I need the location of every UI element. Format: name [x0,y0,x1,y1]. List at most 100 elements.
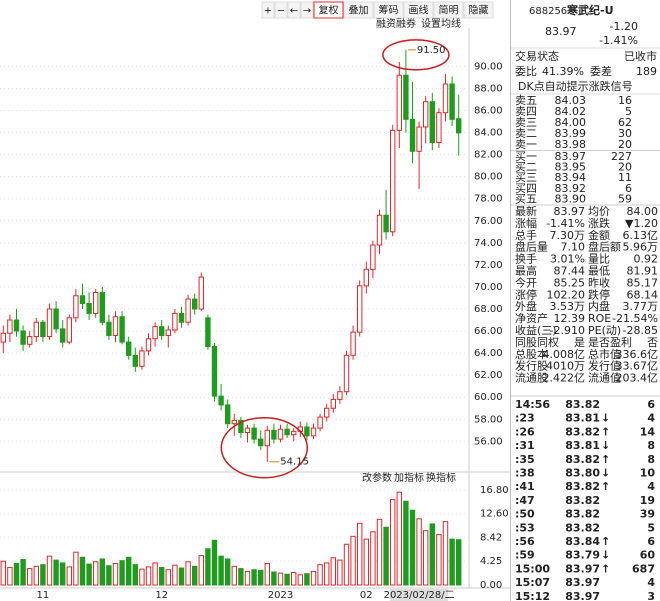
toolbar-button-bg[interactable] [343,1,374,19]
stat-label: 量比 [588,253,610,266]
stat-label: 换手 [515,252,537,266]
stat-label: 昨收 [588,275,610,289]
indicator-menu[interactable]: 改参数 [362,471,392,484]
book-volume: 6 [625,182,632,195]
toolbar-button-bg[interactable] [261,1,275,19]
toolbar-button-bg[interactable] [274,1,288,19]
volume-bar [337,559,343,586]
toolbar-button-bg[interactable] [287,1,301,19]
candle-body [40,321,46,338]
volume-bar [159,566,165,586]
toolbar-button-bg[interactable] [300,1,314,19]
y-tick-label: 58.00 [474,414,503,425]
signal-link[interactable]: DK点自动提示涨跌信号 [518,79,633,93]
book-label: 卖一 [515,138,537,151]
trade-volume: 6 [647,535,655,548]
y-tick-label: 56.00 [474,436,503,447]
candle-body [258,438,264,447]
volume-bar [436,534,442,586]
x-tick-label: 12 [155,590,168,601]
trade-volume: 4 [647,480,655,493]
trade-arrow: ↓ [601,549,610,562]
volume-bar [79,556,86,586]
x-tick-label: 2023 [268,590,293,601]
y-tick-label: 78.00 [474,194,503,205]
trade-arrow: ↓ [601,439,610,452]
trade-volume: 8 [647,439,655,452]
candle-body [317,416,323,429]
candle-body [343,354,350,393]
volume-bar [152,562,158,586]
toolbar-button[interactable]: 筹码 [379,4,399,17]
trade-time: :50 [515,508,535,521]
toolbar-button[interactable]: ← [290,6,298,17]
book-label: 买一 [515,150,537,163]
volume-bar [73,551,79,586]
indicator-menu[interactable]: 换指标 [426,471,456,484]
candle-body [271,429,277,440]
candle-body [178,312,185,323]
volume-bar [284,573,290,586]
trade-time: :35 [515,453,535,466]
stat-label: 最高 [515,264,537,278]
trade-time: 15:07 [515,576,550,589]
volume-bar [40,564,46,586]
volume-bar [409,509,416,586]
label: 交易状态 [515,49,559,63]
toolbar-button[interactable]: 画线 [409,4,429,17]
toolbar-link[interactable]: 设置均线 [421,17,461,30]
trade-volume: 6 [647,398,655,411]
candle-body [132,354,139,367]
stat-value: 203.4亿 [616,372,659,385]
volume-bar [139,568,145,586]
volume-bar [165,569,172,586]
candle-body [33,321,39,338]
candle-body [310,427,317,437]
stat-value: 33.67亿 [616,360,659,373]
toolbar-button-bg[interactable] [403,1,434,19]
trade-time: :56 [515,535,535,548]
toolbar-button-bg[interactable] [433,1,464,19]
book-label: 卖四 [515,105,537,118]
stat-value: 68.14 [627,288,659,301]
toolbar-button-bg[interactable] [463,1,494,19]
book-volume: 20 [618,138,632,151]
volume-bar [370,531,376,586]
candle-body [27,336,33,345]
book-volume: 16 [618,94,632,107]
volume-bar [66,566,72,586]
trade-volume: 5 [647,521,655,534]
toolbar-button-bg[interactable] [373,1,404,19]
stat-label: 总市值 [588,347,621,361]
trade-time: :59 [515,549,535,562]
stat-value: 3.77万 [623,300,659,313]
candle-body [165,329,172,336]
toolbar-button[interactable]: 叠加 [349,5,369,17]
stat-label: 均价 [588,205,610,218]
volume-bar [343,543,350,586]
volume-bar [390,499,396,586]
toolbar-button[interactable]: − [277,6,285,17]
volume-bar [350,535,356,586]
toolbar-button-bg[interactable] [313,1,344,19]
stat-value: 5.96万 [623,241,659,254]
volume-bar [429,523,436,586]
toolbar-button[interactable]: → [303,6,311,17]
trade-time: :47 [515,494,535,507]
label: 委差 [590,64,612,78]
toolbar-button[interactable]: 简明 [439,4,459,17]
cursor-label-bg [390,589,449,601]
candle-body [20,330,26,345]
stat-value: 87.44 [554,265,586,278]
volume-bar [46,555,53,586]
candle-body [172,312,178,331]
candle-body [238,419,244,434]
toolbar-button[interactable]: 隐藏 [469,5,489,17]
toolbar-button[interactable]: 复权 [319,4,339,17]
y-tick-label: 90.00 [474,61,503,72]
indicator-menu[interactable]: 加指标 [394,471,424,484]
toolbar-button[interactable]: + [264,6,272,17]
candle-body [409,118,416,152]
candle-body [291,430,297,436]
toolbar-link[interactable]: 融资融券 [376,17,416,30]
